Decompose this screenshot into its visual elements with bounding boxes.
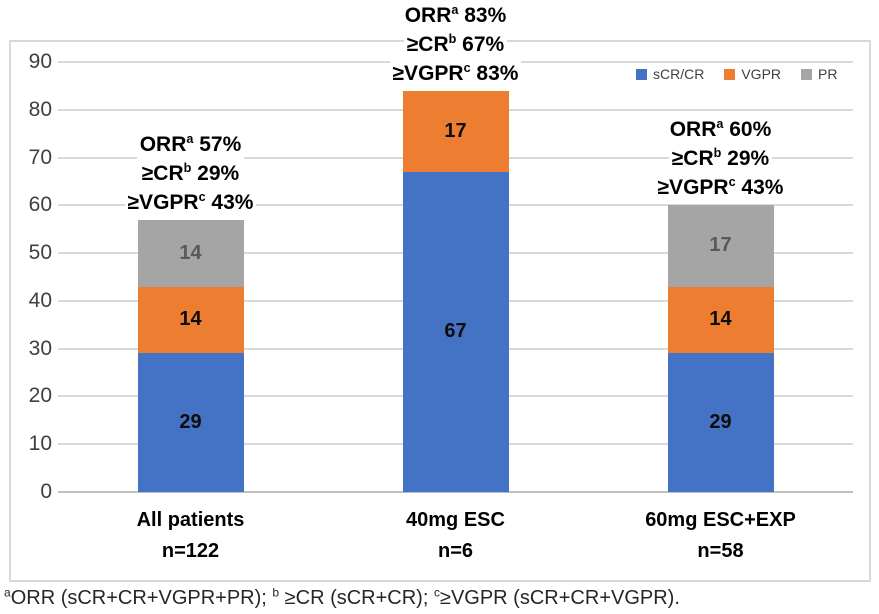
annotation-line-text: ≥CRb 29%	[138, 158, 243, 188]
bar-segment-scrcr: 29	[137, 353, 244, 492]
annotation-line: ≥CRb 67%	[321, 29, 591, 59]
bar-segment-vgpr: 17	[402, 90, 509, 172]
y-axis-tick-label: 10	[28, 432, 52, 456]
segment-value-label: 17	[709, 234, 732, 257]
annotation-line: ≥VGPRc 83%	[321, 58, 591, 88]
bar-segment-vgpr: 14	[137, 286, 244, 354]
annotation-line: ORRa 60%	[586, 115, 856, 145]
legend-label: PR	[818, 66, 838, 82]
category-name: 60mg ESC+EXP	[645, 509, 796, 531]
annotation-line-text: ≥VGPRc 83%	[389, 58, 522, 88]
bar-annotation: ORRa 60% ≥CRb 29% ≥VGPRc 43%	[586, 115, 856, 203]
segment-value-label: 14	[179, 241, 202, 264]
x-axis-category-label: All patients n=122	[56, 505, 326, 567]
annotation-line-text: ORRa 60%	[666, 115, 775, 145]
x-axis-category-label: 40mg ESC n=6	[321, 505, 591, 567]
annotation-line: ≥CRb 29%	[586, 144, 856, 174]
annotation-line-text: ≥VGPRc 43%	[124, 187, 257, 217]
annotation-line: ORRa 83%	[321, 0, 591, 30]
category-name: 40mg ESC	[406, 509, 505, 531]
bar-segment-vgpr: 14	[667, 286, 774, 354]
annotation-line-text: ORRa 57%	[136, 129, 245, 159]
bar-segment-scrcr: 67	[402, 171, 509, 492]
legend-item-vgpr: VGPR	[724, 66, 781, 82]
y-axis-tick-label: 60	[28, 193, 52, 217]
legend-item-pr: PR	[801, 66, 837, 82]
segment-value-label: 14	[709, 308, 732, 331]
bar-annotation: ORRa 57% ≥CRb 29% ≥VGPRc 43%	[56, 129, 326, 217]
legend-label: sCR/CR	[653, 66, 705, 82]
y-axis-tick-label: 0	[40, 480, 52, 503]
footnote: aORR (sCR+CR+VGPR+PR); b ≥CR (sCR+CR); c…	[4, 585, 680, 609]
y-axis-tick-label: 90	[28, 50, 52, 73]
x-axis-category-label: 60mg ESC+EXP n=58	[586, 505, 856, 567]
category-n: n=6	[437, 540, 474, 562]
bar-segment-scrcr: 29	[667, 353, 774, 492]
annotation-line: ≥VGPRc 43%	[56, 187, 326, 217]
segment-value-label: 17	[444, 119, 467, 142]
segment-value-label: 29	[179, 411, 202, 434]
legend-item-scrcr: sCR/CR	[636, 66, 704, 82]
category-n: n=58	[697, 540, 744, 562]
legend-swatch-icon	[801, 68, 813, 80]
category-name: All patients	[136, 509, 245, 531]
bar-segment-pr: 17	[667, 205, 774, 287]
annotation-line: ORRa 57%	[56, 129, 326, 159]
gridline	[58, 491, 853, 493]
y-axis-tick-label: 70	[28, 145, 52, 169]
y-axis-tick-label: 80	[28, 97, 52, 121]
y-axis-tick-label: 40	[28, 288, 52, 312]
bar-segment-pr: 14	[137, 219, 244, 287]
legend-swatch-icon	[636, 68, 647, 80]
segment-value-label: 14	[179, 308, 202, 331]
y-axis-tick-label: 50	[28, 241, 52, 265]
y-axis-tick-label: 30	[28, 336, 52, 360]
segment-value-label: 67	[444, 320, 467, 343]
annotation-line: ≥CRb 29%	[56, 158, 326, 188]
legend-label: VGPR	[741, 66, 782, 82]
bar-annotation: ORRa 83% ≥CRb 67% ≥VGPRc 83%	[321, 0, 591, 88]
legend: sCR/CR VGPR PR	[636, 66, 837, 82]
annotation-line: ≥VGPRc 43%	[586, 173, 856, 203]
segment-value-label: 29	[709, 411, 732, 434]
category-n: n=122	[161, 540, 220, 562]
y-axis-tick-label: 20	[28, 384, 52, 408]
annotation-line-text: ORRa 83%	[401, 0, 510, 30]
annotation-line-text: ≥CRb 67%	[403, 29, 508, 59]
annotation-line-text: ≥VGPRc 43%	[654, 173, 787, 203]
legend-swatch-icon	[724, 68, 736, 80]
annotation-line-text: ≥CRb 29%	[668, 144, 773, 174]
